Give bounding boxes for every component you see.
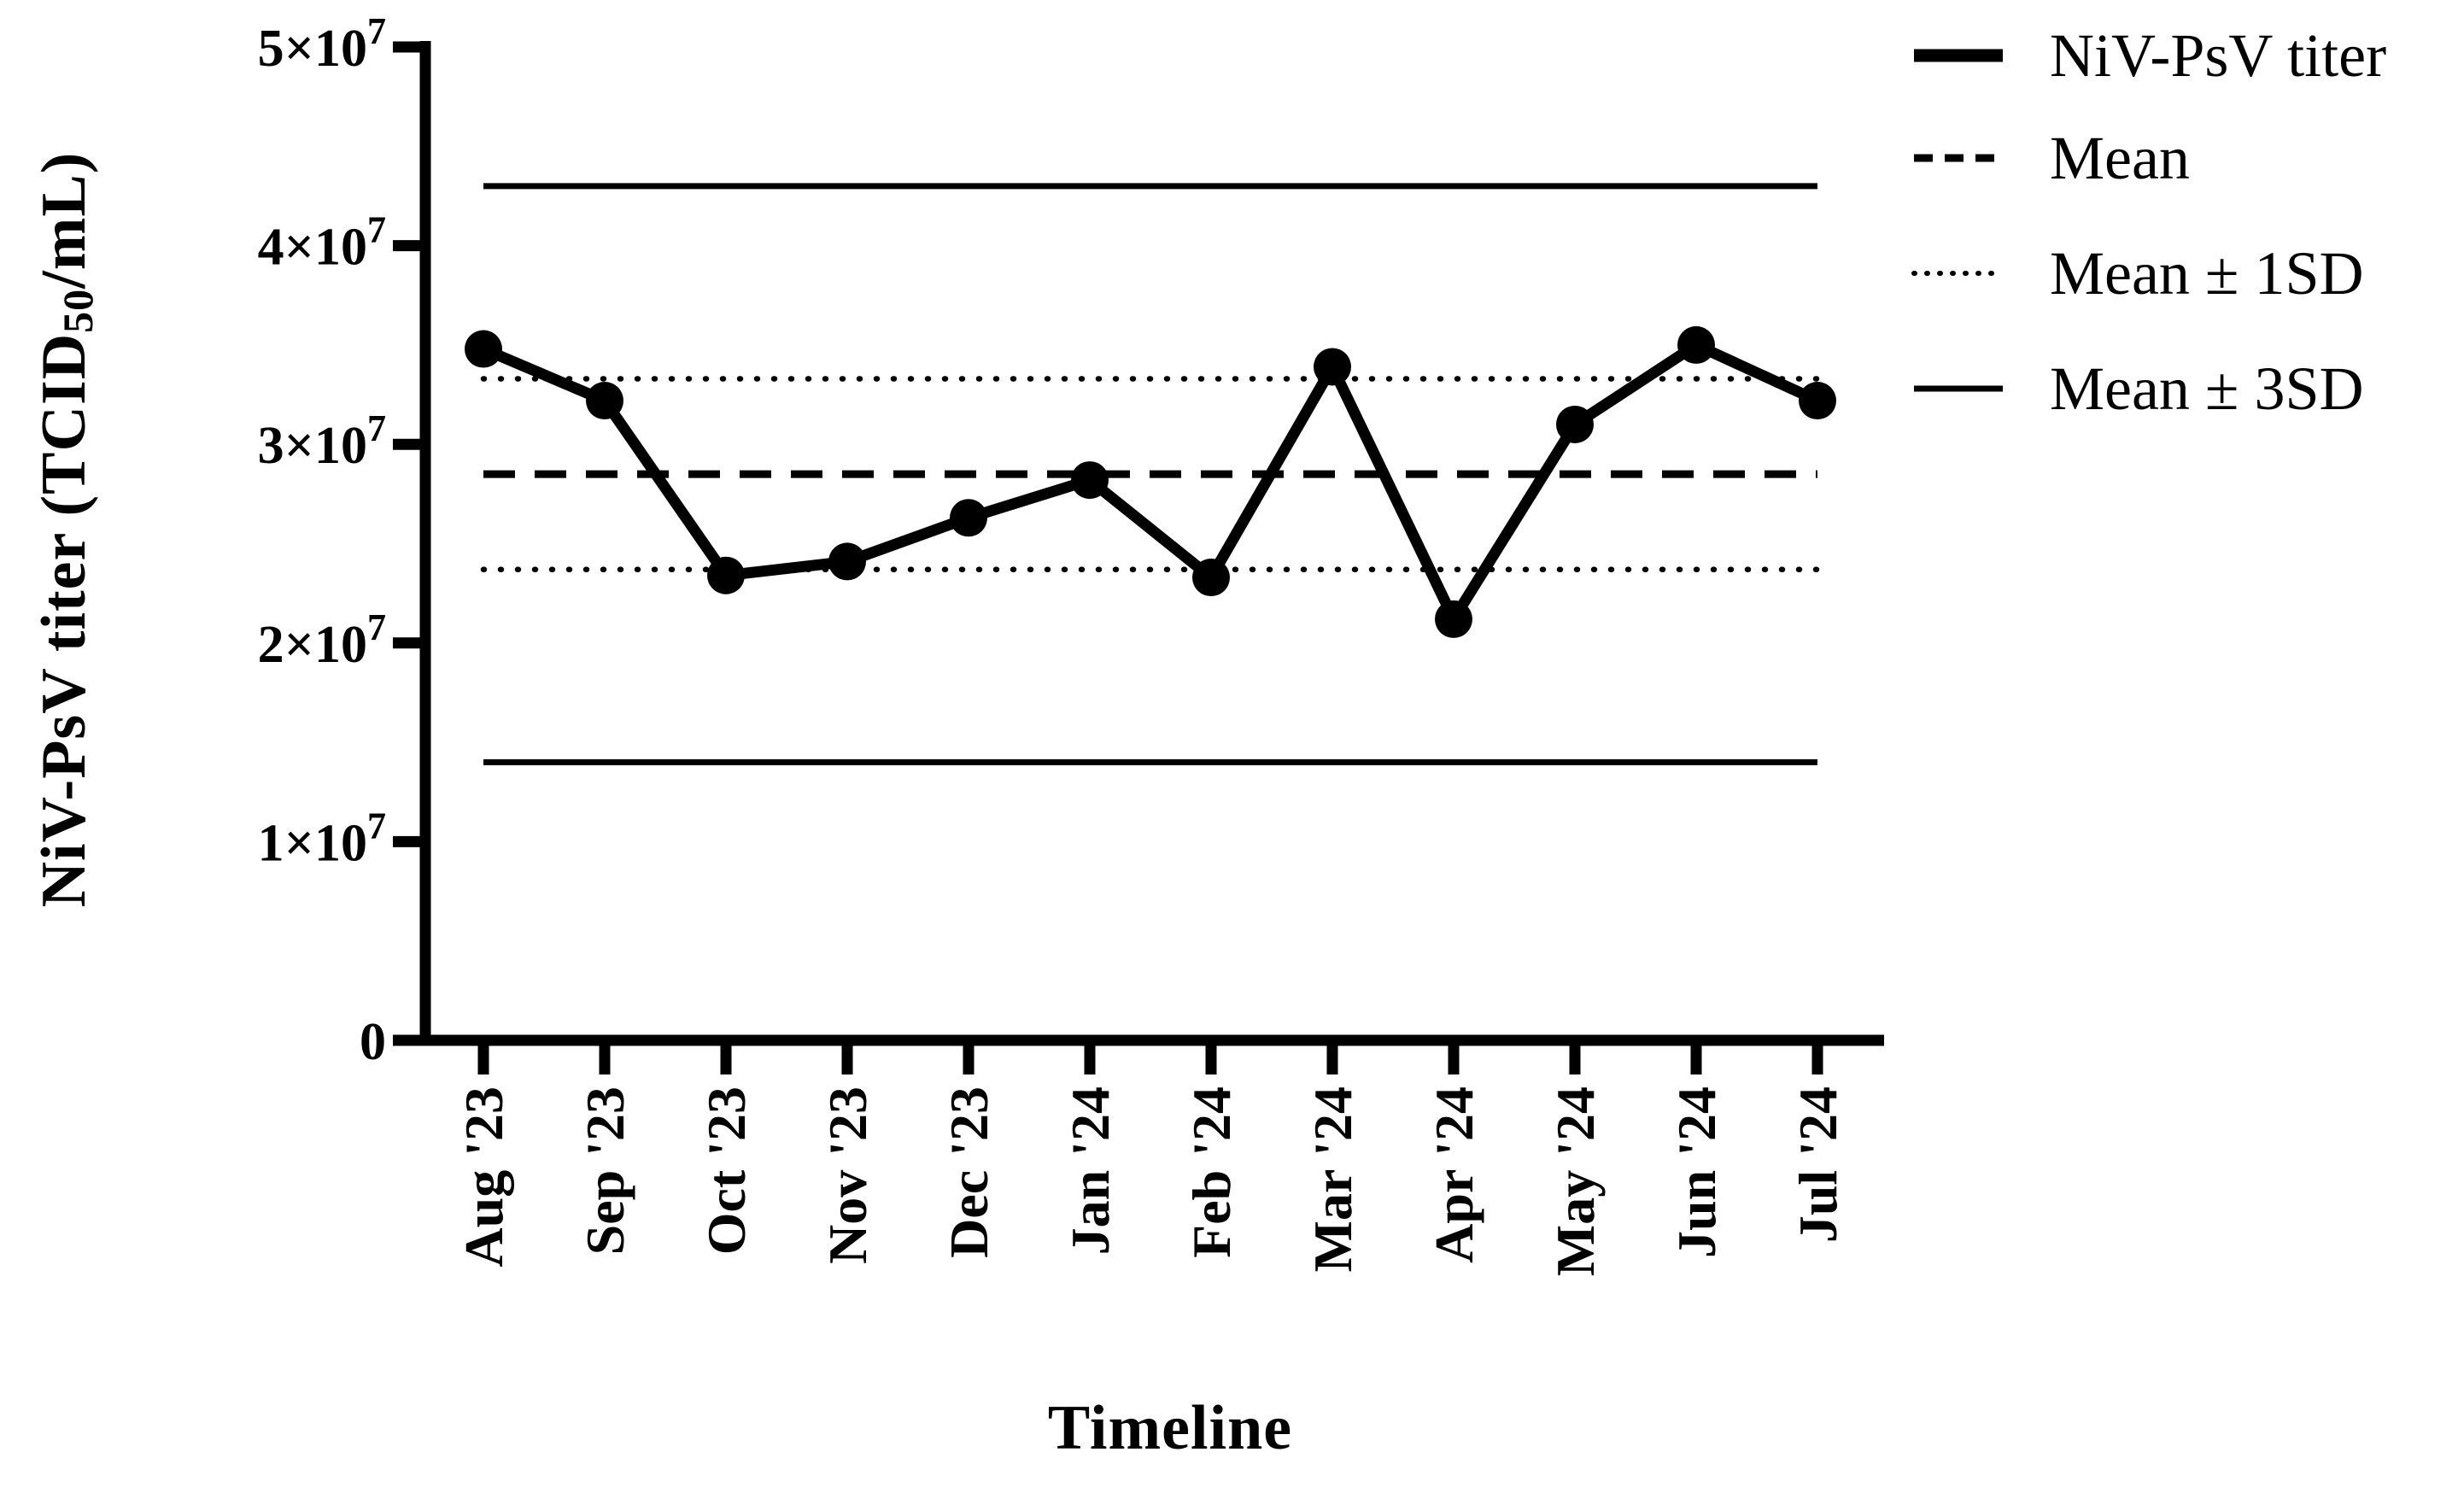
data-point-feb-24 <box>1192 559 1230 597</box>
legend-swatch-solid-thin-icon <box>1914 385 2003 392</box>
data-point-apr-24 <box>1435 600 1472 638</box>
legend-item-mean: Mean <box>1911 124 2190 192</box>
x-tick-label-feb-24: Feb '24 <box>1181 1086 1242 1258</box>
data-point-may-24 <box>1556 405 1594 443</box>
y-tick-label: 3×107 <box>258 407 386 475</box>
x-tick-label-sep-23: Sep '23 <box>575 1086 635 1255</box>
y-axis-title-subscript: 50 <box>54 288 102 333</box>
x-tick-label-apr-24: Apr '24 <box>1424 1086 1484 1263</box>
legend-label-mean-1sd: Mean ± 1SD <box>2050 238 2364 307</box>
legend-label-mean: Mean <box>2050 123 2190 192</box>
data-point-nov-23 <box>828 542 866 581</box>
data-point-dec-23 <box>950 499 987 537</box>
data-point-jul-24 <box>1799 382 1836 420</box>
data-point-aug-23 <box>465 330 502 368</box>
y-tick-label: 0 <box>360 1013 386 1071</box>
x-tick-label-nov-23: Nov '23 <box>817 1086 878 1264</box>
legend-swatch-dashed-icon <box>1914 154 2003 162</box>
y-axis-title-text: NiV-PsV titer (TCID <box>28 332 99 908</box>
x-tick-label-jun-24: Jun '24 <box>1666 1086 1727 1258</box>
x-tick-label-oct-23: Oct '23 <box>696 1086 757 1255</box>
x-tick-label-dec-23: Dec '23 <box>939 1086 999 1258</box>
legend-swatch-dotted-icon <box>1911 271 2005 276</box>
y-tick-label: 4×107 <box>258 209 386 277</box>
legend-swatch-solid-thick-icon <box>1914 49 2003 62</box>
y-tick-label: 5×107 <box>258 10 386 78</box>
series-line-niv-psv-titer <box>481 338 1820 631</box>
legend-label-series: NiV-PsV titer <box>2050 20 2387 90</box>
x-tick-label-jul-24: Jul '24 <box>1788 1086 1848 1243</box>
y-tick-label: 2×107 <box>258 606 386 674</box>
data-point-sep-23 <box>586 382 623 420</box>
y-axis-title-text-suffix: /mL) <box>28 151 99 289</box>
x-tick-label-mar-24: Mar '24 <box>1302 1086 1363 1272</box>
x-tick-label-aug-23: Aug '23 <box>454 1086 514 1268</box>
y-axis-title: NiV-PsV titer (TCID 50/mL) <box>26 0 102 1085</box>
legend: NiV-PsV titer Mean Mean ± 1SD Mean ± 3SD <box>1911 0 2458 461</box>
legend-item-series: NiV-PsV titer <box>1911 21 2386 90</box>
data-point-mar-24 <box>1314 348 1351 386</box>
x-tick-label-may-24: May '24 <box>1545 1086 1606 1276</box>
y-tick-label: 1×107 <box>258 805 386 872</box>
data-point-oct-23 <box>707 556 745 594</box>
legend-item-mean-3sd: Mean ± 3SD <box>1911 354 2364 423</box>
x-tick-label-jan-24: Jan '24 <box>1060 1086 1121 1255</box>
data-point-jun-24 <box>1677 325 1715 364</box>
x-axis-title: Timeline <box>1047 1393 1293 1463</box>
legend-label-mean-3sd: Mean ± 3SD <box>2050 354 2364 423</box>
data-point-jan-24 <box>1071 461 1109 500</box>
legend-item-mean-1sd: Mean ± 1SD <box>1911 239 2364 307</box>
